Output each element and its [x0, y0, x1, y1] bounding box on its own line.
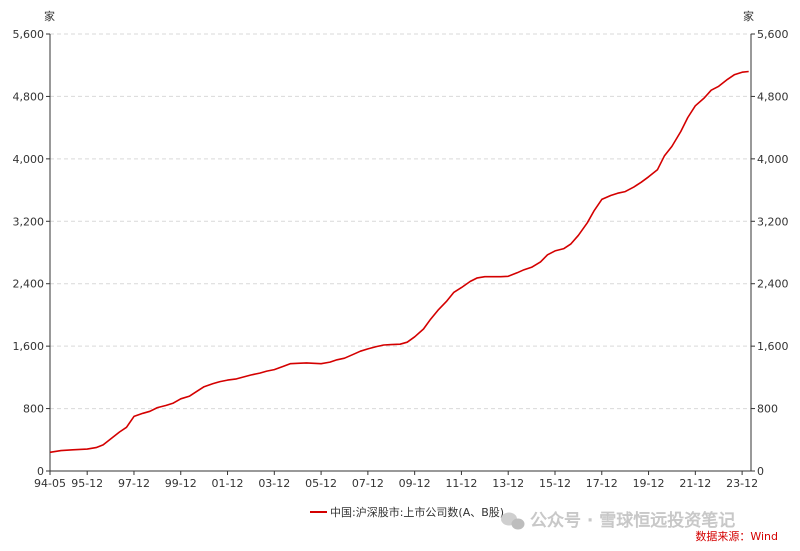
y-tick-label-right: 5,600	[757, 28, 789, 41]
x-tick-label: 94-05	[34, 477, 66, 490]
watermark-text: 公众号 · 雪球恒远投资笔记	[530, 510, 735, 531]
x-tick-label: 23-12	[726, 477, 758, 490]
x-tick-label: 99-12	[165, 477, 197, 490]
y-tick-label-right: 4,800	[757, 90, 789, 103]
wechat-icon	[501, 512, 525, 530]
y-tick-label-left: 4,000	[13, 153, 45, 166]
x-tick-label: 97-12	[118, 477, 150, 490]
axes	[46, 33, 755, 475]
y-tick-label-right: 800	[757, 403, 778, 416]
watermark: 公众号 · 雪球恒远投资笔记	[501, 510, 735, 531]
x-tick-label: 13-12	[492, 477, 524, 490]
y-tick-label-left: 800	[23, 403, 44, 416]
y-tick-label-left: 4,800	[13, 90, 45, 103]
x-axis-ticks: 94-05 95-12 97-12 99-12 01-12 03-12 05-12 07-12…	[34, 477, 758, 490]
y-tick-label-left: 2,400	[13, 278, 45, 291]
y-axis-left-unit: 家	[44, 9, 55, 23]
y-axis-left-ticks: 0 800 1,600 2,400 3,200 4,000 4,800 5,600	[13, 28, 45, 478]
y-axis-right-unit: 家	[743, 9, 754, 23]
y-axis-right-ticks: 0 800 1,600 2,400 3,200 4,000 4,800 5,600	[757, 28, 789, 478]
y-tick-label-right: 2,400	[757, 278, 789, 291]
y-tick-label-left: 0	[37, 465, 44, 478]
x-tick-label: 21-12	[679, 477, 711, 490]
y-tick-label-left: 3,200	[13, 215, 45, 228]
grid-lines	[50, 33, 751, 410]
x-tick-label: 05-12	[305, 477, 337, 490]
data-source-label: 数据来源：Wind	[695, 529, 778, 543]
series-layer	[49, 70, 749, 454]
x-tick-label: 95-12	[71, 477, 103, 490]
x-tick-label: 19-12	[633, 477, 665, 490]
x-tick-label: 17-12	[586, 477, 618, 490]
y-tick-label-right: 0	[757, 465, 764, 478]
legend: 中国:沪深股市:上市公司数(A、B股)	[310, 505, 504, 519]
y-tick-label-left: 5,600	[13, 28, 45, 41]
x-tick-label: 01-12	[212, 477, 244, 490]
x-tick-label: 07-12	[352, 477, 384, 490]
x-tick-label: 11-12	[445, 477, 477, 490]
x-tick-label: 15-12	[539, 477, 571, 490]
y-tick-label-left: 1,600	[13, 340, 45, 353]
y-tick-label-right: 1,600	[757, 340, 789, 353]
y-tick-label-right: 4,000	[757, 153, 789, 166]
x-tick-label: 09-12	[399, 477, 431, 490]
series-line	[49, 70, 749, 454]
x-tick-label: 03-12	[258, 477, 290, 490]
y-tick-label-right: 3,200	[757, 215, 789, 228]
legend-label: 中国:沪深股市:上市公司数(A、B股)	[330, 505, 504, 519]
